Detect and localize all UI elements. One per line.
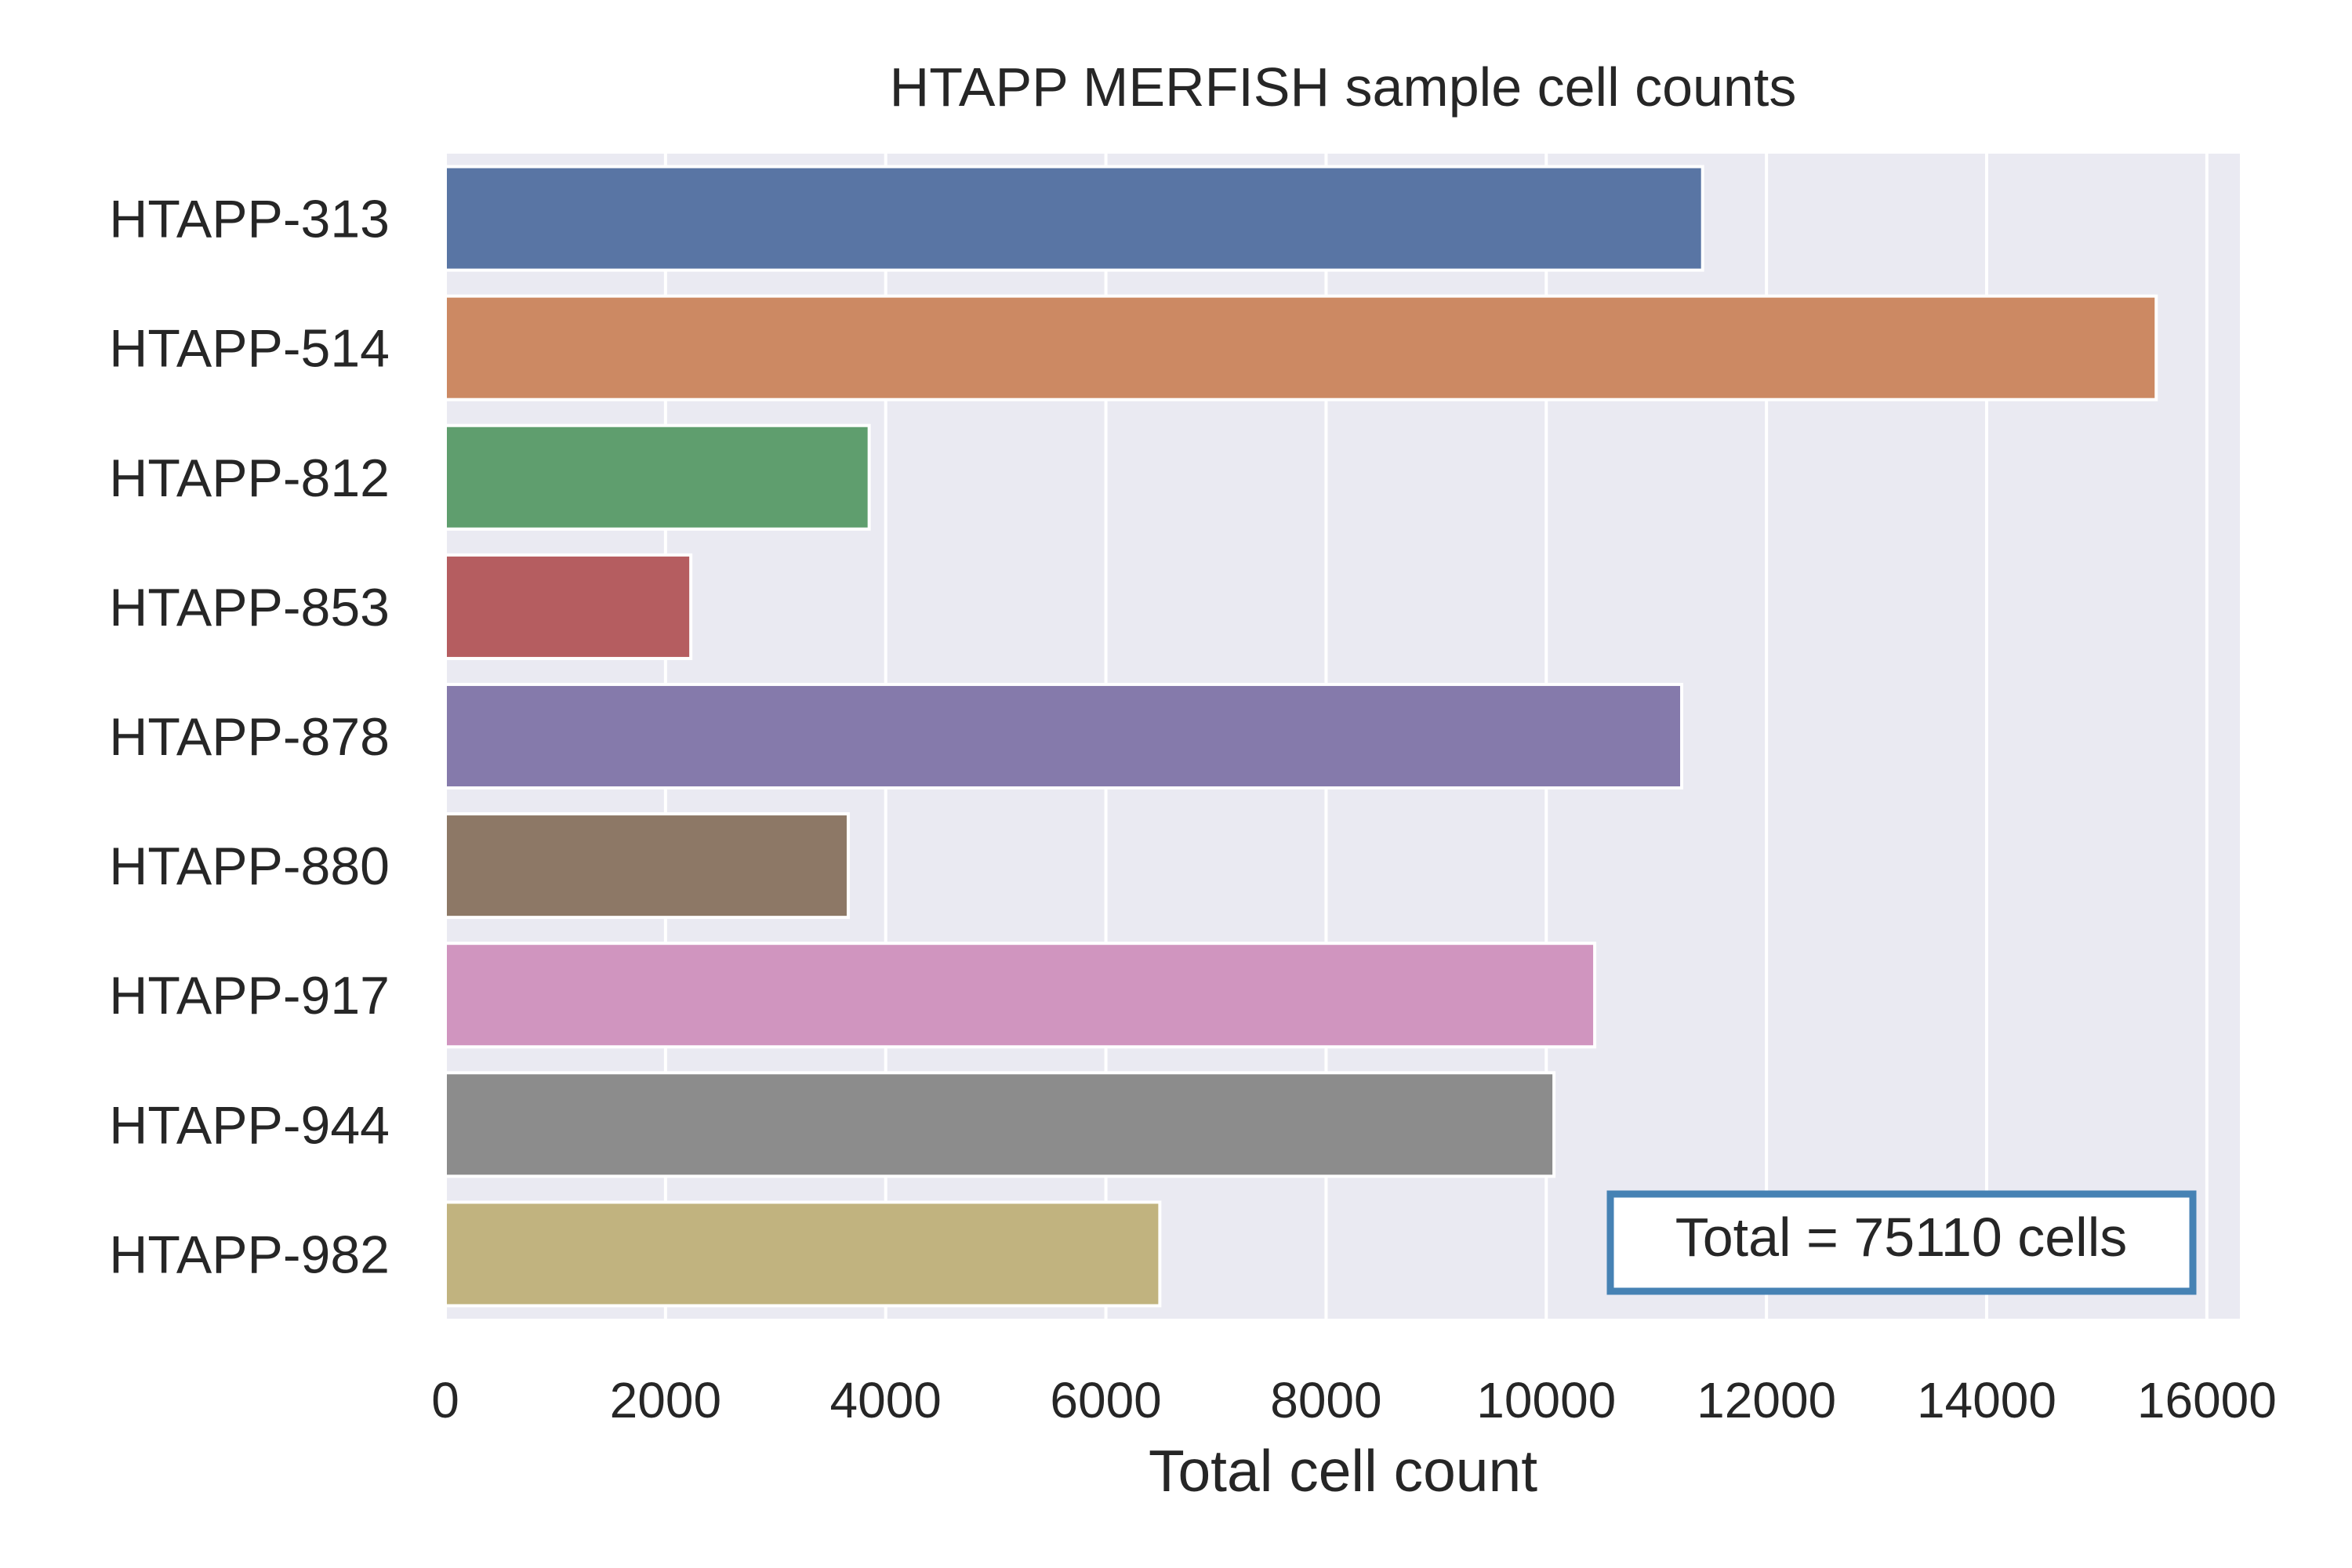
bar-htapp-917 — [444, 942, 1597, 1049]
y-tick-label: HTAPP-917 — [109, 966, 390, 1025]
y-tick-labels: HTAPP-313 HTAPP-514 HTAPP-812 HTAPP-853 HTAP… — [109, 190, 390, 1285]
bar-htapp-880 — [444, 812, 850, 920]
bar-htapp-982 — [444, 1200, 1162, 1308]
x-axis-label: Total cell count — [1149, 1438, 1537, 1504]
bars — [444, 165, 2158, 1308]
y-tick-label: HTAPP-812 — [109, 448, 390, 508]
y-tick-label: HTAPP-514 — [109, 319, 390, 379]
y-tick-label: HTAPP-880 — [109, 837, 390, 896]
x-tick-label: 14000 — [1917, 1372, 2056, 1428]
y-tick-label: HTAPP-944 — [109, 1095, 390, 1155]
y-tick-label: HTAPP-982 — [109, 1225, 390, 1284]
bar-htapp-313 — [444, 165, 1704, 272]
bar-htapp-514 — [444, 294, 2158, 401]
y-tick-label: HTAPP-878 — [109, 707, 390, 767]
y-tick-label: HTAPP-313 — [109, 190, 390, 249]
x-tick-label: 10000 — [1476, 1372, 1616, 1428]
x-tick-labels: 0 2000 4000 6000 8000 10000 12000 14000 16000 — [431, 1372, 2277, 1428]
x-tick-label: 4000 — [830, 1372, 942, 1428]
x-tick-label: 2000 — [610, 1372, 721, 1428]
bar-htapp-944 — [444, 1071, 1556, 1178]
total-annotation-box — [1606, 1190, 2197, 1295]
x-tick-label: 16000 — [2137, 1372, 2277, 1428]
y-tick-label: HTAPP-853 — [109, 578, 390, 637]
x-tick-label: 12000 — [1697, 1372, 1836, 1428]
x-tick-label: 8000 — [1270, 1372, 1381, 1428]
bar-htapp-853 — [444, 553, 693, 660]
total-annotation-text: Total = 75110 cells — [1675, 1207, 2128, 1268]
bar-htapp-878 — [444, 682, 1684, 790]
bar-htapp-812 — [444, 423, 871, 531]
x-tick-label: 0 — [431, 1372, 459, 1428]
chart-title: HTAPP MERFISH sample cell counts — [890, 56, 1797, 118]
x-tick-label: 6000 — [1050, 1372, 1161, 1428]
total-annotation: Total = 75110 cells — [1606, 1190, 2197, 1295]
